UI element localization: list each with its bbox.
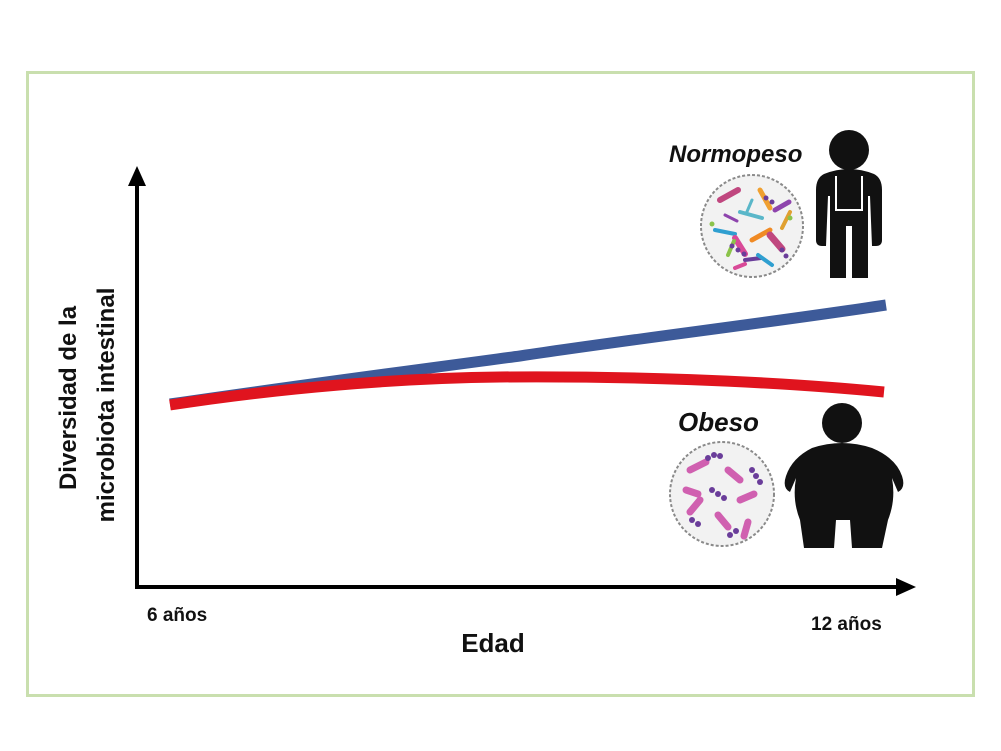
x-axis-arrowhead xyxy=(896,578,916,596)
obese-trend-line xyxy=(169,371,885,411)
obese-person-icon xyxy=(784,403,904,548)
diagram-frame xyxy=(26,71,975,697)
x-axis-label: Edad xyxy=(461,628,525,658)
person-standing-icon xyxy=(816,130,882,278)
obese-label: Obeso xyxy=(678,407,759,437)
y-axis-label-line2: microbiota intestinal xyxy=(93,288,120,523)
diverse-microbiota-icon xyxy=(700,174,804,278)
low-diversity-microbiota-icon xyxy=(669,441,775,547)
normal-weight-label: Normopeso xyxy=(669,141,802,168)
y-axis-label-line1: Diversidad de la xyxy=(55,305,82,490)
x-tick-end: 12 años xyxy=(811,614,882,635)
y-axis-arrowhead xyxy=(128,166,146,186)
x-tick-start: 6 años xyxy=(147,605,207,626)
